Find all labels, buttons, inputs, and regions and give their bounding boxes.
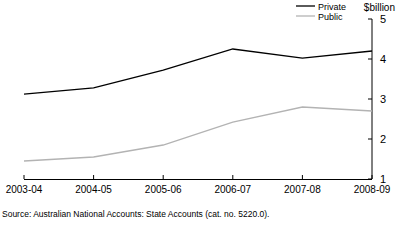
y-tick <box>368 59 372 60</box>
x-tick-label: 2006-07 <box>214 184 251 195</box>
y-tick <box>368 179 372 180</box>
x-tick-label: 2007-08 <box>284 184 321 195</box>
chart: 12345$billion2003-042004-052005-062006-0… <box>0 0 397 227</box>
x-tick <box>93 175 94 179</box>
x-tick <box>232 175 233 179</box>
x-tick-label: 2008-09 <box>354 184 391 195</box>
y-tick <box>368 19 372 20</box>
y-tick-label: 2 <box>380 133 386 145</box>
plot-lines <box>24 49 372 161</box>
y-axis-label: $billion <box>364 2 395 13</box>
x-tick-label: 2003-04 <box>6 184 43 195</box>
x-axis <box>24 179 372 180</box>
y-tick <box>368 139 372 140</box>
x-tick <box>372 175 373 179</box>
y-tick-label: 4 <box>380 53 386 65</box>
y-tick-label: 5 <box>380 13 386 25</box>
x-tick <box>302 175 303 179</box>
x-tick-label: 2004-05 <box>75 184 112 195</box>
legend-swatch <box>296 5 315 6</box>
y-tick <box>368 99 372 100</box>
series-line <box>24 49 372 94</box>
legend-label: Public <box>318 12 343 22</box>
x-tick <box>24 175 25 179</box>
x-tick-label: 2005-06 <box>145 184 182 195</box>
y-tick-label: 3 <box>380 93 386 105</box>
legend-label: Private <box>318 2 346 12</box>
series-line <box>24 107 372 161</box>
legend-swatch <box>296 15 315 16</box>
source-note: Source: Australian National Accounts: St… <box>2 209 269 219</box>
x-tick <box>163 175 164 179</box>
